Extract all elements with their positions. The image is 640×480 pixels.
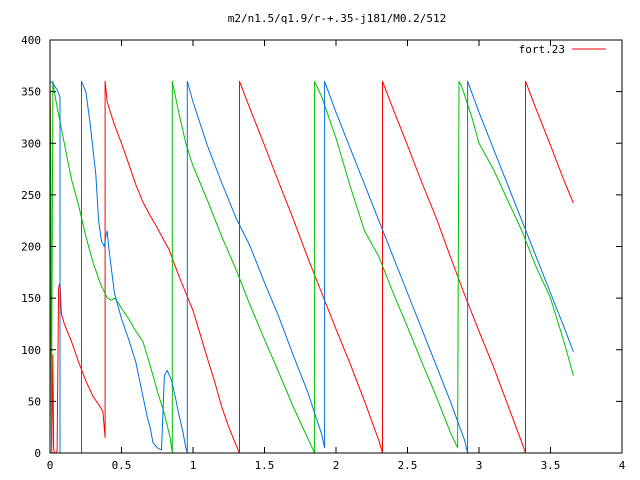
y-tick-label: 150: [21, 292, 41, 305]
y-tick-label: 200: [21, 241, 41, 254]
x-tick-label: 2: [333, 459, 340, 472]
x-tick-label: 4: [619, 459, 626, 472]
plot-frame: [49, 39, 623, 454]
x-tick-label: 0: [47, 459, 54, 472]
chart-title: m2/n1.5/q1.9/r-+.35-j181/M0.2/512: [228, 12, 447, 25]
series-line-0: [49, 80, 574, 454]
axes: 0 0.5 1 1.5 2 2.5 3 3.5 4 0 50 100 150 200 250 300 350 40…: [21, 34, 626, 472]
y-tick-label: 0: [34, 447, 41, 460]
series-layer: [49, 80, 574, 454]
y-tick-label: 350: [21, 86, 41, 99]
x-tick-label: 3: [476, 459, 483, 472]
y-tick-label: 100: [21, 344, 41, 357]
legend-label: fort.23: [519, 43, 565, 56]
x-tick-label: 1: [190, 459, 197, 472]
y-tick-label: 50: [28, 395, 41, 408]
y-tick-label: 250: [21, 189, 41, 202]
x-tick-label: 2.5: [398, 459, 418, 472]
legend: fort.23: [519, 43, 606, 56]
series-line-1: [49, 80, 574, 454]
x-tick-label: 0.5: [112, 459, 132, 472]
y-tick-label: 400: [21, 34, 41, 47]
y-tick-label: 300: [21, 137, 41, 150]
x-tick-label: 1.5: [255, 459, 275, 472]
x-tick-label: 3.5: [541, 459, 561, 472]
